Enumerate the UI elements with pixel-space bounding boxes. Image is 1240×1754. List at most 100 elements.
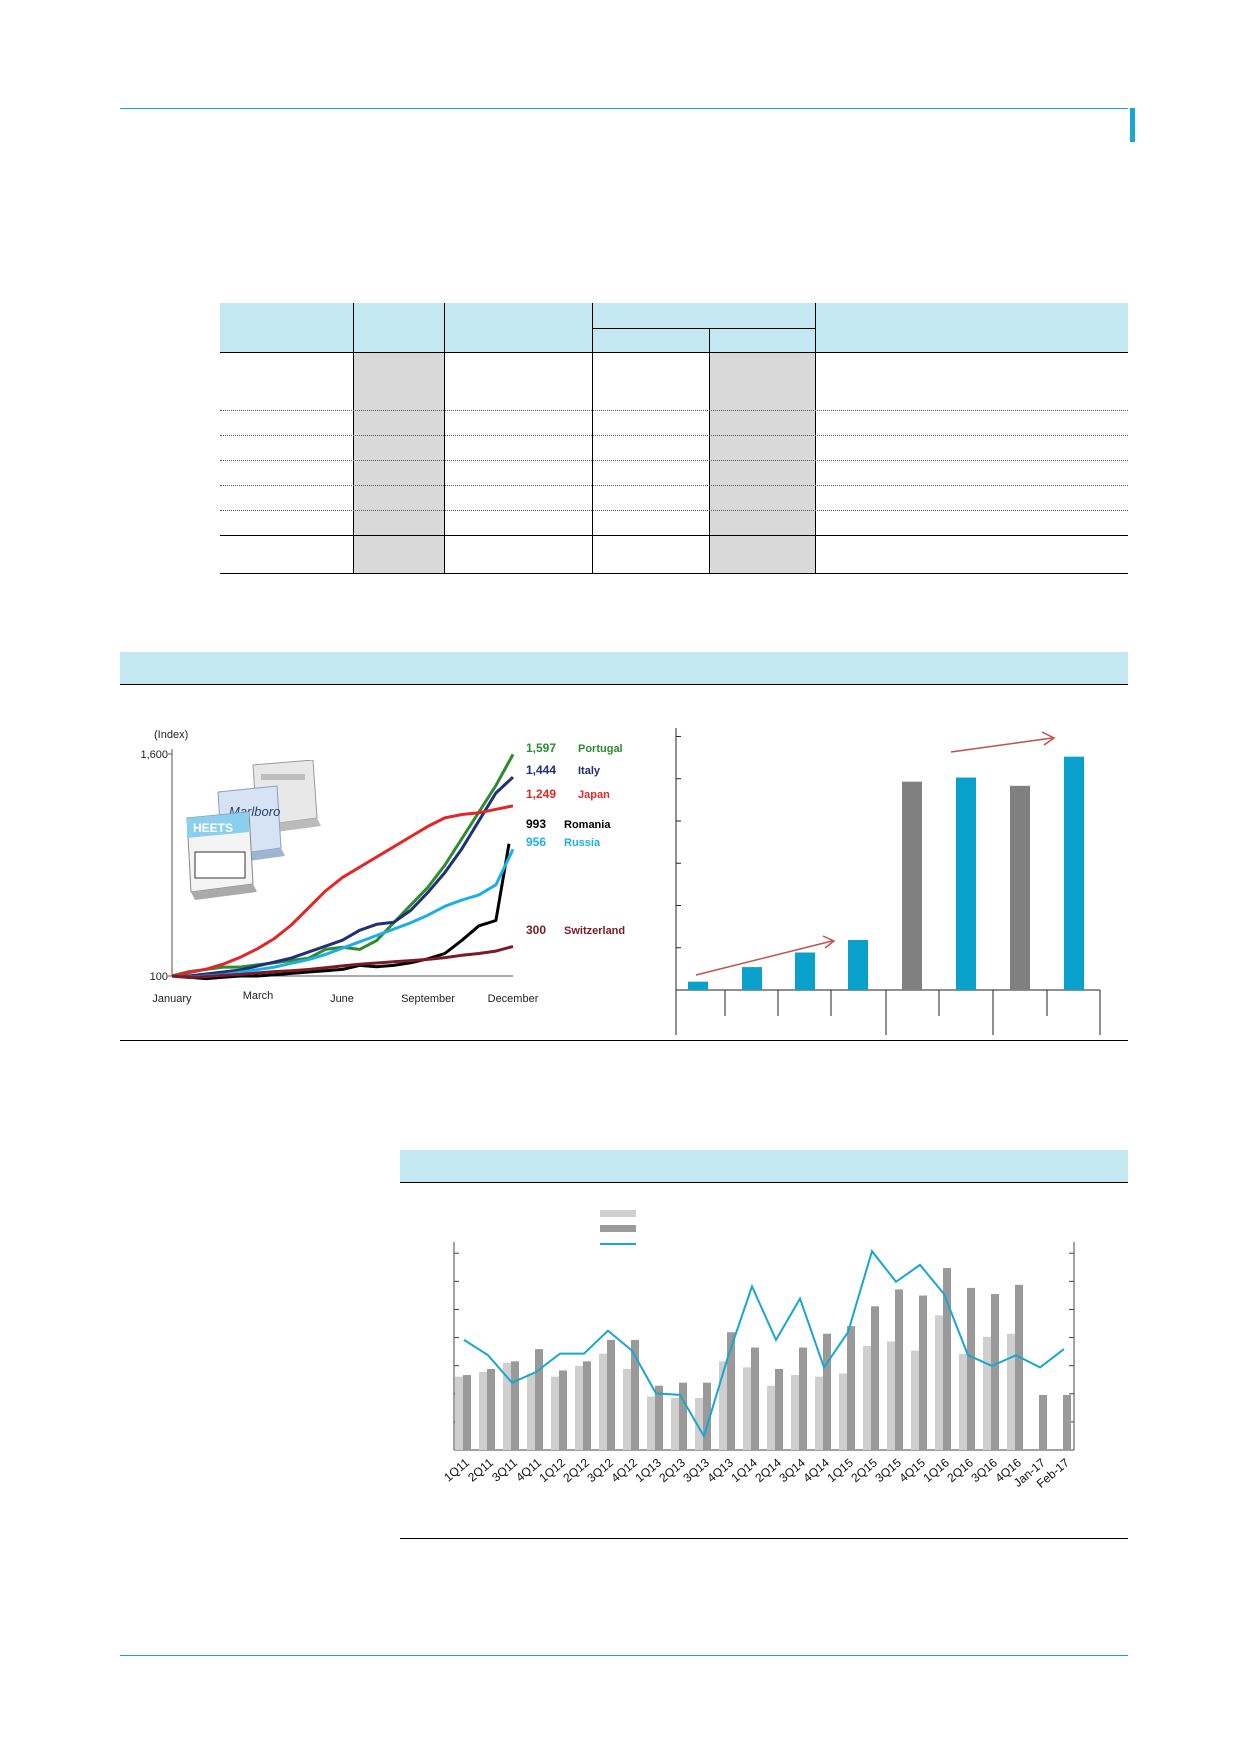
bar-series-2	[703, 1382, 711, 1450]
table-body-divider	[592, 353, 593, 573]
series-name: Romania	[564, 819, 611, 831]
x-tick-label: 1Q15	[824, 1455, 856, 1485]
table-header-divider	[353, 303, 354, 352]
bar-series-1	[575, 1365, 583, 1450]
bar-series-1	[551, 1376, 559, 1450]
bar	[848, 940, 868, 990]
table-body-divider	[353, 353, 354, 573]
bar-series-1	[695, 1398, 703, 1450]
series-end-value: 1,444	[526, 763, 556, 777]
series-end-value: 956	[526, 835, 546, 849]
legend-swatch	[600, 1210, 636, 1217]
growth-bar-chart	[675, 728, 1101, 1035]
bar-series-1	[527, 1373, 535, 1450]
header-rule	[120, 108, 1128, 109]
bar-series-2	[583, 1361, 591, 1450]
table-bottom-rule	[220, 573, 1128, 574]
section-bottom-rule	[400, 1538, 1128, 1539]
table-row-separator	[220, 410, 1128, 411]
table-header-divider	[709, 328, 710, 352]
x-tick-label: 2Q16	[944, 1455, 976, 1485]
table-header-divider	[444, 303, 445, 352]
table-header-divider	[592, 303, 593, 352]
x-tick-label: 4Q13	[704, 1455, 736, 1485]
bar-series-1	[935, 1315, 943, 1450]
x-tick-label: 2Q11	[465, 1455, 496, 1484]
section-title-band	[120, 652, 1128, 684]
bar-series-2	[823, 1333, 831, 1450]
product-packs-image: Marlboro HEETS	[186, 760, 321, 900]
x-tick-label: 1Q16	[920, 1455, 952, 1485]
index-line-chart: (Index) 1,600 100 January March June September…	[140, 729, 625, 1005]
bar-series-1	[719, 1361, 727, 1450]
svg-text:HEETS: HEETS	[193, 821, 233, 835]
x-tick-label: 1Q11	[441, 1455, 472, 1484]
table-body-divider	[815, 353, 816, 573]
table-header-subrule	[592, 328, 815, 329]
bar-series-1	[671, 1398, 679, 1450]
bar-series-1	[959, 1353, 967, 1450]
bar-series-1	[815, 1376, 823, 1450]
bar-series-2	[679, 1382, 687, 1450]
bar	[956, 777, 976, 990]
trend-arrowhead	[1041, 731, 1056, 746]
series-line	[172, 776, 515, 978]
bar-series-2	[655, 1385, 663, 1450]
table-row-separator	[220, 535, 1128, 536]
bar-series-2	[775, 1368, 783, 1450]
table-row-separator	[220, 510, 1128, 511]
series-name: Switzerland	[564, 925, 625, 937]
section-bottom-rule	[120, 1040, 1128, 1041]
line-series-3	[463, 1249, 1065, 1439]
x-tick-label: 2Q15	[848, 1455, 880, 1485]
data-table	[0, 0, 1240, 600]
series-line	[171, 843, 511, 981]
series-name: Japan	[578, 789, 610, 801]
x-tick-label: 4Q12	[608, 1455, 640, 1485]
bar-series-2	[1063, 1394, 1071, 1450]
series-end-value: 993	[526, 817, 546, 831]
series-line	[171, 804, 514, 978]
section-title-rule	[400, 1182, 1128, 1183]
x-tick-label: 2Q13	[656, 1455, 688, 1485]
bar-series-1	[647, 1396, 655, 1450]
series-line	[171, 944, 514, 979]
bar-series-1	[983, 1336, 991, 1450]
bar-series-2	[727, 1332, 735, 1450]
series-end-value: 300	[526, 923, 546, 937]
x-tick-label: 3Q14	[776, 1455, 808, 1485]
series-name: Italy	[578, 765, 601, 777]
bar-series-1	[503, 1362, 511, 1450]
bar-series-2	[631, 1339, 639, 1450]
table-shaded-column	[710, 353, 815, 573]
bar-series-2	[895, 1289, 903, 1450]
bar-series-2	[463, 1375, 471, 1450]
trend-arrowhead	[822, 935, 836, 949]
footer-rule	[120, 1655, 1128, 1656]
bar-series-2	[871, 1306, 879, 1450]
bar	[742, 967, 762, 990]
x-tick-label: 4Q15	[896, 1455, 928, 1485]
x-tick-label: 1Q13	[632, 1455, 664, 1485]
bar-series-1	[455, 1376, 463, 1450]
bar-series-1	[911, 1350, 919, 1450]
x-tick-label: 3Q15	[872, 1455, 904, 1485]
bar-series-2	[511, 1361, 519, 1450]
y-tick-label: 1,600	[140, 749, 168, 761]
bar-series-2	[919, 1295, 927, 1450]
bar	[1010, 785, 1030, 990]
pack-heets: HEETS	[186, 811, 257, 900]
bar	[795, 952, 815, 990]
bar-series-2	[1039, 1394, 1047, 1450]
table-shaded-column	[354, 353, 444, 573]
table-header-bottom-rule	[220, 352, 1128, 353]
bar	[688, 981, 708, 990]
bar-series-2	[751, 1347, 759, 1450]
bar-series-1	[599, 1353, 607, 1450]
bar-series-2	[559, 1370, 567, 1450]
bar-series-1	[839, 1373, 847, 1450]
trend-arrow	[695, 940, 833, 976]
x-tick-label: 3Q11	[489, 1455, 520, 1484]
quarterly-combo-chart: 1Q112Q113Q114Q111Q122Q123Q124Q121Q132Q13…	[441, 1210, 1075, 1491]
bar-series-2	[607, 1339, 615, 1450]
